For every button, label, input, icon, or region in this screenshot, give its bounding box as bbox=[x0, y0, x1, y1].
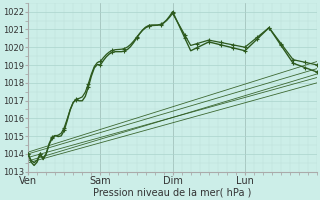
X-axis label: Pression niveau de la mer( hPa ): Pression niveau de la mer( hPa ) bbox=[93, 187, 252, 197]
